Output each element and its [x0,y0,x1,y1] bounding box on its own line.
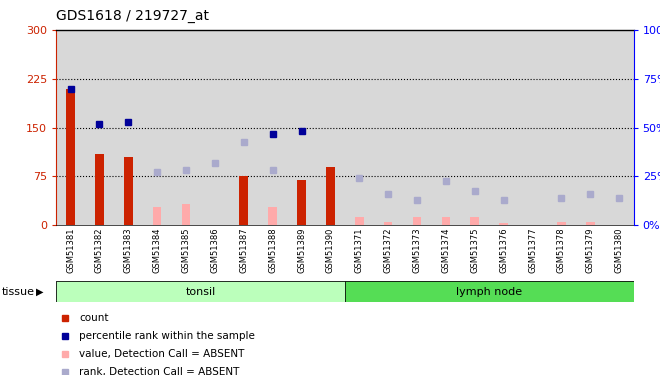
Text: value, Detection Call = ABSENT: value, Detection Call = ABSENT [79,349,245,359]
Bar [518,30,547,225]
Bar [355,217,364,225]
Bar [297,180,306,225]
Bar [258,30,287,225]
Bar [269,207,277,225]
Bar [240,176,248,225]
Bar [489,30,518,225]
Bar [345,281,634,302]
Bar [316,30,345,225]
Bar [143,30,172,225]
Text: lymph node: lymph node [456,286,522,297]
Bar [201,30,230,225]
Bar [95,153,104,225]
Text: tonsil: tonsil [185,286,216,297]
Bar [461,30,489,225]
Bar [230,30,258,225]
Text: GDS1618 / 219727_at: GDS1618 / 219727_at [56,9,209,23]
Bar [66,88,75,225]
Bar [326,166,335,225]
Bar [500,223,508,225]
Bar [432,30,461,225]
Bar [172,30,201,225]
Bar [345,30,374,225]
Bar [576,30,605,225]
Bar [403,30,432,225]
Bar [85,30,114,225]
Bar [114,30,143,225]
Text: ▶: ▶ [36,287,44,297]
Bar [442,217,450,225]
Bar [124,157,133,225]
Text: count: count [79,313,109,322]
Bar [182,204,190,225]
Bar [547,30,576,225]
Bar [56,281,345,302]
Text: tissue: tissue [2,287,35,297]
Bar [153,207,162,225]
Bar [557,222,566,225]
Text: percentile rank within the sample: percentile rank within the sample [79,331,255,341]
Bar [374,30,403,225]
Bar [56,30,85,225]
Bar [287,30,316,225]
Bar [586,222,595,225]
Bar [471,217,479,225]
Bar [605,30,634,225]
Text: rank, Detection Call = ABSENT: rank, Detection Call = ABSENT [79,367,240,375]
Bar [384,222,393,225]
Bar [412,217,421,225]
